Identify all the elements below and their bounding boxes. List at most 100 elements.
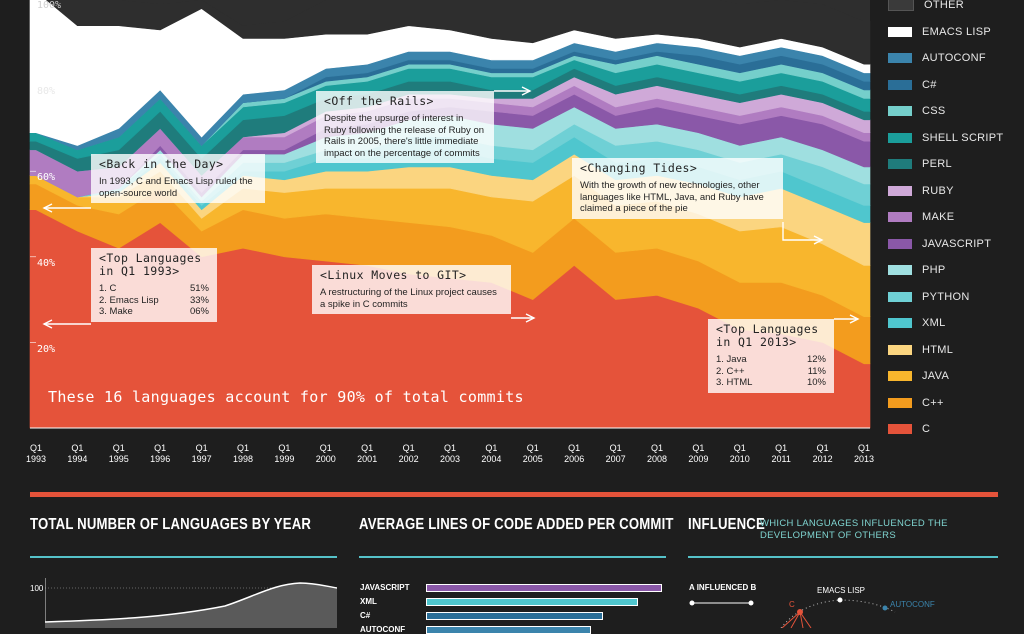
legend-label: SHELL SCRIPT bbox=[922, 131, 1004, 144]
legend-item: PERL bbox=[888, 151, 1024, 178]
y-tick-40: 40% bbox=[37, 258, 56, 269]
y-tick-20: 20% bbox=[37, 344, 56, 355]
panel-title-lines-per-commit: AVERAGE LINES OF CODE ADDED PER COMMIT bbox=[359, 516, 674, 533]
callout-top-languages-2013: <Top Languages in Q1 2013> 1. Java 12% 2.… bbox=[708, 319, 834, 393]
legend-label: C++ bbox=[922, 396, 944, 409]
legend-label: JAVASCRIPT bbox=[922, 237, 992, 250]
x-tick-label: Q1 2000 bbox=[315, 443, 336, 464]
mini-y-tick: 100 bbox=[30, 584, 44, 593]
callout-back-in-the-day: <Back in the Day> In 1993, C and Emacs L… bbox=[91, 154, 265, 203]
callout-body: Despite the upsurge of interest in Ruby … bbox=[324, 113, 485, 159]
callout-off-the-rails: <Off the Rails> Despite the upsurge of i… bbox=[316, 91, 494, 163]
x-tick-label: Q1 1998 bbox=[232, 443, 254, 464]
rank-row: 3. HTML 10% bbox=[716, 377, 826, 388]
legend-item: AUTOCONF bbox=[888, 45, 1024, 72]
panel-subtitle-influence: WHICH LANGUAGES INFLUENCED THE DEVELOPME… bbox=[760, 518, 948, 541]
legend-swatch bbox=[888, 26, 912, 37]
callout-body: With the growth of new technologies, oth… bbox=[580, 180, 764, 214]
legend-item: XML bbox=[888, 310, 1024, 337]
callout-title: <Off the Rails> bbox=[324, 94, 434, 108]
callout-arrow bbox=[42, 319, 53, 329]
key-node-b bbox=[748, 600, 754, 606]
legend-item: JAVA bbox=[888, 363, 1024, 390]
legend-item: C# bbox=[888, 72, 1024, 99]
influence-key: A INFLUENCED B bbox=[689, 583, 757, 592]
panel-rule bbox=[30, 556, 337, 558]
languages-by-year-chart bbox=[45, 578, 337, 628]
legend-swatch bbox=[888, 159, 912, 170]
legend-swatch bbox=[888, 397, 912, 408]
legend-item: PYTHON bbox=[888, 284, 1024, 311]
legend-label: AUTOCONF bbox=[922, 52, 986, 65]
rank-row: 1. C 51% bbox=[99, 283, 209, 294]
influence-autoconf-label: AUTOCONF bbox=[890, 600, 935, 609]
x-tick-label: Q1 2004 bbox=[481, 443, 502, 464]
legend-swatch bbox=[888, 212, 912, 223]
callout-changing-tides: <Changing Tides> With the growth of new … bbox=[572, 158, 783, 219]
legend-item: MAKE bbox=[888, 204, 1024, 231]
legend-item: C bbox=[888, 416, 1024, 443]
legend-swatch bbox=[888, 318, 912, 329]
x-tick-label: Q1 1997 bbox=[191, 443, 212, 464]
legend-swatch bbox=[888, 132, 912, 143]
legend-item: OTHER bbox=[888, 0, 1024, 19]
languages-area bbox=[45, 583, 337, 628]
callout-arrow bbox=[42, 203, 53, 213]
bar bbox=[426, 584, 662, 592]
c-link bbox=[781, 611, 801, 628]
node-emacs bbox=[837, 597, 843, 603]
node-autoconf bbox=[882, 605, 888, 611]
legend-swatch bbox=[888, 371, 912, 382]
y-axis bbox=[30, 0, 870, 429]
influence-c-label: C bbox=[789, 600, 795, 609]
rank-row: 3. Make 06% bbox=[99, 306, 209, 317]
callout-title: <Linux Moves to GIT> bbox=[320, 268, 467, 282]
callout-arrow bbox=[525, 313, 536, 323]
legend-label: C# bbox=[922, 78, 937, 91]
x-tick-label: Q1 2003 bbox=[439, 443, 461, 464]
legend-swatch bbox=[888, 185, 912, 196]
x-tick-label: Q1 1994 bbox=[67, 443, 88, 464]
panel-title-languages-by-year: TOTAL NUMBER OF LANGUAGES BY YEAR bbox=[30, 516, 312, 533]
legend-item: EMACS LISP bbox=[888, 19, 1024, 46]
x-tick-label: Q1 2007 bbox=[605, 443, 626, 464]
bar-label: JAVASCRIPT bbox=[360, 583, 410, 592]
x-tick-label: Q1 2002 bbox=[398, 443, 419, 464]
legend-swatch bbox=[888, 106, 912, 117]
legend-item: SHELL SCRIPT bbox=[888, 125, 1024, 152]
legend-label: CSS bbox=[922, 105, 946, 118]
bar bbox=[426, 626, 592, 634]
callout-title: <Back in the Day> bbox=[99, 157, 224, 171]
legend-label: HTML bbox=[922, 343, 954, 356]
callout-body: A restructuring of the Linux project cau… bbox=[320, 287, 497, 310]
callout-arrow bbox=[813, 235, 824, 245]
key-node-a bbox=[689, 600, 695, 606]
rank-list: 1. Java 12% 2. C++ 11% 3. HTML 10% bbox=[716, 354, 826, 389]
section-divider bbox=[30, 492, 998, 497]
c-link bbox=[799, 611, 804, 628]
languages-line bbox=[45, 582, 337, 623]
legend-item: HTML bbox=[888, 337, 1024, 364]
legend-item: JAVASCRIPT bbox=[888, 231, 1024, 258]
legend-swatch bbox=[888, 344, 912, 355]
legend-swatch bbox=[888, 238, 912, 249]
legend-label: PYTHON bbox=[922, 290, 970, 303]
legend-label: RUBY bbox=[922, 184, 954, 197]
legend-label: JAVA bbox=[922, 370, 950, 383]
legend-label: EMACS LISP bbox=[922, 25, 992, 38]
x-tick-label: Q1 2006 bbox=[564, 443, 585, 464]
legend-swatch bbox=[888, 79, 912, 90]
legend-item: RUBY bbox=[888, 178, 1024, 205]
legend-item: CSS bbox=[888, 98, 1024, 125]
influence-graph bbox=[689, 597, 896, 628]
callout-arrows bbox=[42, 86, 860, 329]
x-tick-label: Q1 2008 bbox=[646, 443, 668, 464]
x-tick-label: Q1 1996 bbox=[150, 443, 171, 464]
panel-rule bbox=[359, 556, 666, 558]
legend-label: XML bbox=[922, 317, 946, 330]
rank-row: 2. Emacs Lisp 33% bbox=[99, 294, 209, 306]
legend-swatch bbox=[888, 265, 912, 276]
x-tick-label: Q1 2009 bbox=[688, 443, 709, 464]
x-tick-label: Q1 2012 bbox=[812, 443, 833, 464]
legend-swatch bbox=[888, 0, 914, 12]
